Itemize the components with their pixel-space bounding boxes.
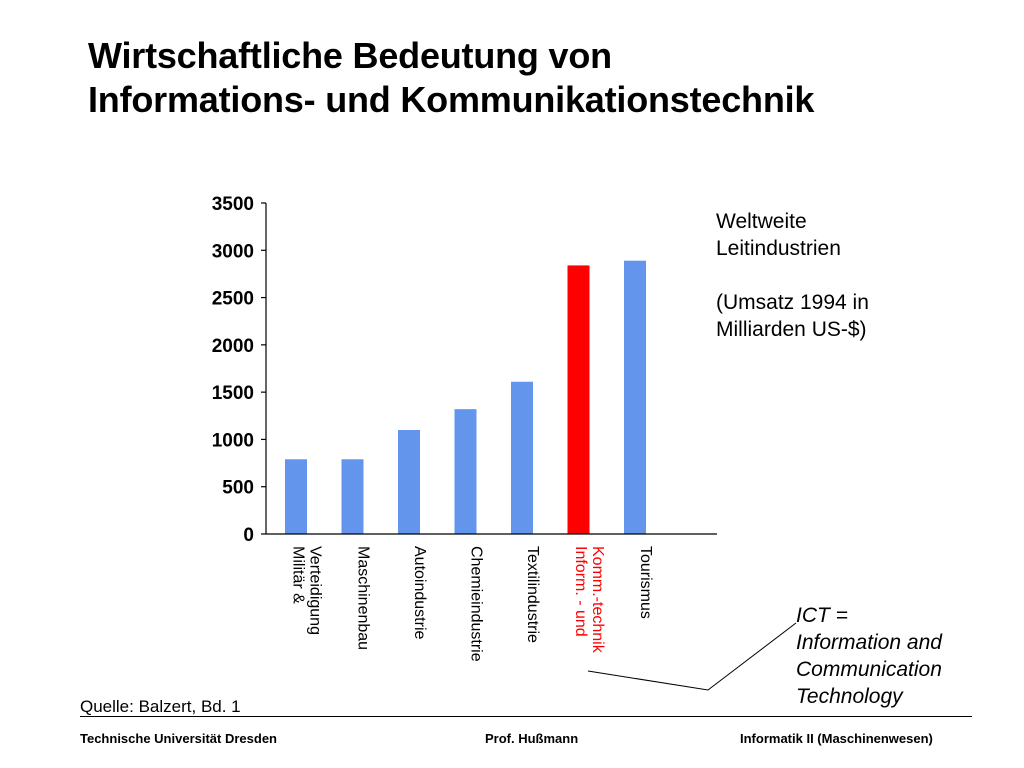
footer-university: Technische Universität Dresden: [80, 731, 277, 746]
y-tick-label-500: 500: [222, 478, 254, 499]
slide-title-line-2: Informations- und Kommunikationstechnik: [88, 79, 815, 120]
chart-caption: Weltweite Leitindustrien (Umsatz 1994 in…: [716, 208, 869, 343]
chart-caption-spacer: [716, 262, 869, 289]
chart-caption-line-4: Milliarden US-$): [716, 318, 867, 341]
footer-author: Prof. Hußmann: [485, 731, 579, 746]
x-tick-label-1-line-2: Verteidigung: [307, 546, 324, 635]
ict-annotation-line-3: Communication: [796, 658, 942, 681]
slide-title-line-1: Wirtschaftliche Bedeutung von: [88, 35, 612, 76]
slide-title: Wirtschaftliche Bedeutung von Informatio…: [88, 34, 814, 122]
footer-divider: [80, 716, 972, 717]
y-tick-label-1500: 1500: [212, 383, 254, 404]
x-tick-label-7: Tourismus: [637, 546, 654, 619]
source-citation: Quelle: Balzert, Bd. 1: [80, 697, 241, 716]
ict-annotation-line-4: Technology: [796, 685, 903, 708]
y-tick-label-3500: 3500: [212, 194, 254, 215]
bar-3: [398, 429, 420, 534]
y-tick-label-1000: 1000: [212, 430, 254, 451]
chart-caption-line-3: (Umsatz 1994 in: [716, 291, 869, 314]
bar-1: [285, 459, 307, 534]
bar-6: [567, 265, 590, 534]
bar-4: [454, 409, 477, 534]
y-tick-label-0: 0: [243, 525, 254, 546]
chart-caption-line-2: Leitindustrien: [716, 237, 841, 260]
x-tick-label-3: Autoindustrie: [411, 546, 428, 639]
ict-annotation-line-2: Information and: [796, 631, 942, 654]
x-tick-label-5: Textilindustrie: [524, 546, 541, 643]
x-tick-label-2: Maschinenbau: [355, 546, 372, 650]
x-tick-label-6-line-2: Komm.-technik: [589, 546, 606, 654]
y-tick-label-2500: 2500: [212, 289, 254, 310]
y-tick-label-2000: 2000: [212, 336, 254, 357]
x-tick-label-1-line-1: Militär &: [290, 546, 307, 604]
chart-caption-line-1: Weltweite: [716, 210, 807, 233]
x-tick-label-4: Chemieindustrie: [468, 546, 485, 662]
x-tick-label-6-line-1: Inform. - und: [572, 546, 589, 637]
ict-annotation: ICT = Information and Communication Tech…: [796, 602, 942, 710]
bar-7: [624, 260, 646, 534]
ict-connector-line: [587, 622, 797, 691]
footer-course: Informatik II (Maschinenwesen): [740, 731, 933, 746]
bar-5: [511, 381, 533, 534]
bar-2: [341, 459, 364, 534]
ict-annotation-line-1: ICT =: [796, 604, 848, 627]
y-tick-label-3000: 3000: [212, 241, 254, 262]
